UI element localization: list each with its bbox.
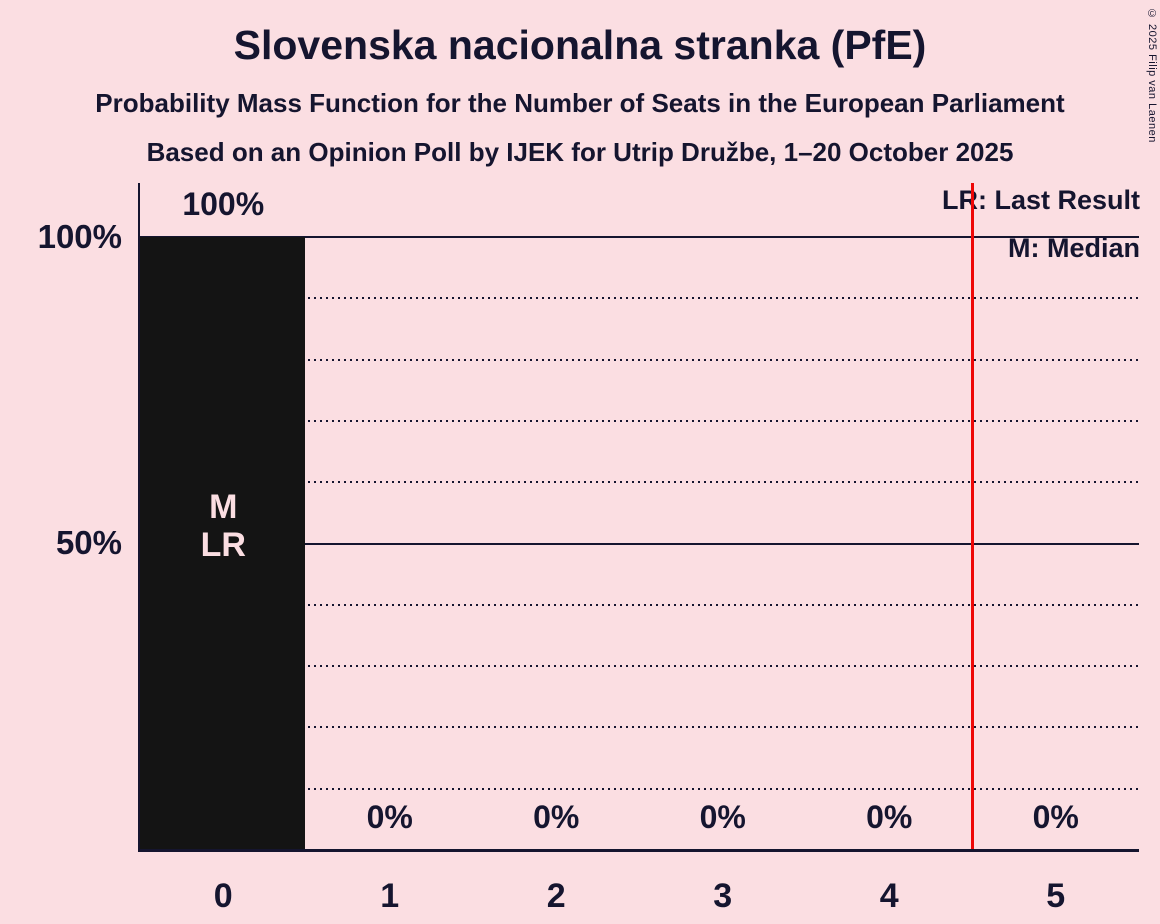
annotation-line-m: M: [209, 488, 238, 526]
gridline-100: [140, 236, 1139, 238]
x-axis-label-1: 1: [380, 877, 400, 915]
chart-source-line: Based on an Opinion Poll by IJEK for Utr…: [146, 137, 1014, 167]
gridline-60: [140, 481, 1139, 484]
gridline-50: [140, 542, 1139, 545]
x-axis-labels: 0 1 2 3 4 5: [140, 874, 1139, 918]
x-axis-label-2: 2: [546, 877, 566, 915]
gridline-10: [140, 787, 1139, 790]
x-axis-label-5: 5: [1046, 877, 1066, 915]
legend-median: M: Median: [1008, 233, 1140, 263]
x-axis-label-3: 3: [713, 877, 733, 915]
copyright-notice: © 2025 Filip van Laenen: [1146, 8, 1158, 143]
threshold-line: [971, 183, 974, 850]
gridline-80: [140, 358, 1139, 361]
bar-value-label-3: 0%: [699, 799, 746, 835]
bar-value-label-4: 0%: [866, 799, 913, 835]
gridline-30: [140, 665, 1139, 668]
gridline-20: [140, 726, 1139, 729]
median-last-result-annotation: M LR: [140, 488, 307, 564]
bar-value-label-2: 0%: [533, 799, 580, 835]
chart-title: Slovenska nacionalna stranka (PfE): [233, 22, 927, 68]
annotation-line-lr: LR: [200, 526, 246, 564]
x-axis-label-0: 0: [213, 877, 233, 915]
bar-value-label-0: 100%: [182, 186, 265, 222]
y-axis-line: [138, 183, 140, 852]
x-axis-line: [138, 849, 1139, 852]
gridline-90: [140, 297, 1139, 300]
bar-value-label-5: 0%: [1032, 799, 1079, 835]
gridline-40: [140, 603, 1139, 606]
y-axis-label-50: 50%: [55, 524, 122, 561]
plot-area: 100% 0% 0% 0% 0% 0% M LR: [140, 183, 1139, 850]
gridline-70: [140, 419, 1139, 422]
y-axis-label-100: 100%: [37, 218, 122, 255]
x-axis-label-4: 4: [879, 877, 899, 915]
bar-value-label-1: 0%: [366, 799, 413, 835]
bar-seat-0: [140, 237, 305, 850]
legend-last-result: LR: Last Result: [941, 185, 1140, 215]
chart-subtitle: Probability Mass Function for the Number…: [95, 88, 1065, 118]
